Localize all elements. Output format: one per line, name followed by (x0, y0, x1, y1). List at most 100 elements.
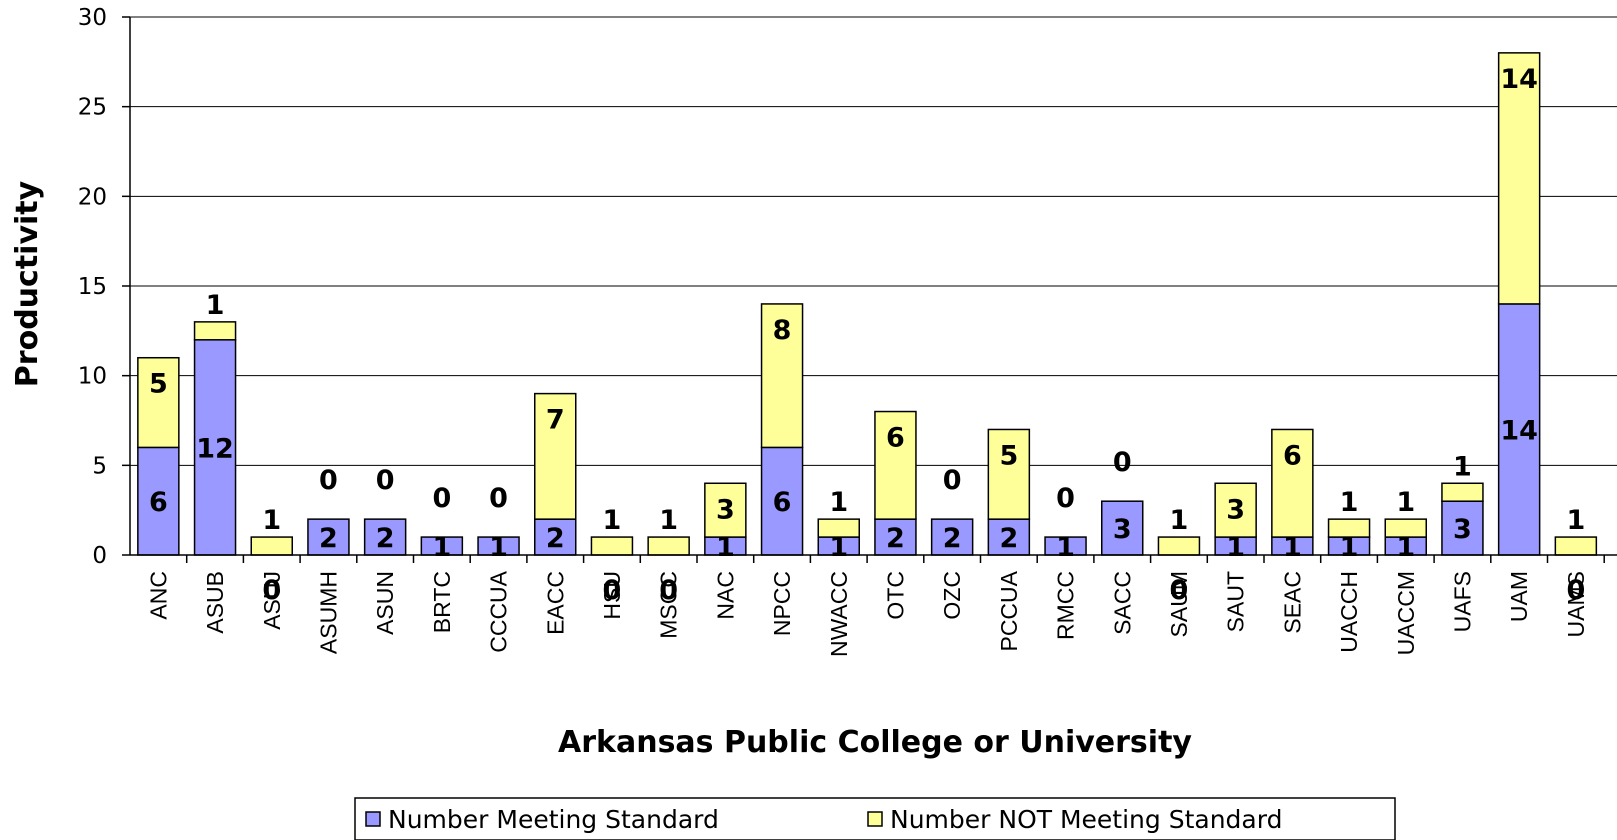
bar-meeting-SACC (1101, 500, 1144, 556)
bar-not-meeting-ASUJ (250, 536, 293, 556)
bar-not-meeting-SAUT (1214, 482, 1257, 538)
bar-not-meeting-HSU (590, 536, 634, 556)
data-label-not-meeting-MSCC: 1 (659, 505, 678, 536)
data-label-not-meeting-ANC: 5 (149, 369, 168, 400)
data-label-meeting-RMCC: 1 (1056, 532, 1075, 563)
data-label-not-meeting-NWACC: 1 (829, 487, 848, 518)
y-tick-label: 10 (78, 364, 107, 390)
bar-not-meeting-OTC (874, 410, 917, 520)
axes (122, 16, 1617, 563)
data-label-meeting-HSU: 0 (603, 575, 622, 606)
x-tick-label-ASUN: ASUN (372, 571, 398, 635)
bar-not-meeting-ASUB (193, 321, 237, 341)
x-tick-labels: ANC ASUB ASUJ ASUMH ASUN BRTC CCCUA EACC HSU MSCC… (145, 570, 1589, 657)
bar-not-meeting-EACC (534, 392, 577, 520)
data-label-not-meeting-HSU: 1 (603, 505, 622, 536)
y-tick-labels: 0 5 10 15 20 25 30 (78, 5, 107, 569)
x-tick-label-NPCC: NPCC (769, 571, 795, 636)
x-tick-label-SAUT: SAUT (1223, 571, 1249, 632)
bar-not-meeting-ANC (137, 356, 180, 449)
data-label-not-meeting-RMCC: 0 (1056, 483, 1075, 514)
data-label-meeting-SEAC: 1 (1283, 532, 1302, 563)
data-label-meeting-ASUMH: 2 (319, 523, 338, 554)
legend: Number Meeting Standard Number NOT Meeti… (354, 797, 1396, 840)
x-tick-label-EACC: EACC (542, 571, 568, 635)
data-label-meeting-ASUN: 2 (376, 523, 395, 554)
data-label-meeting-BRTC: 1 (432, 532, 451, 563)
data-label-not-meeting-ASUN: 0 (376, 465, 395, 496)
data-label-meeting-OTC: 2 (886, 523, 905, 554)
legend-label-not-meeting: Number NOT Meeting Standard (890, 805, 1282, 834)
data-label-not-meeting-ASUB: 1 (206, 290, 225, 321)
data-label-not-meeting-ASUMH: 0 (319, 465, 338, 496)
x-tick-label-BRTC: BRTC (429, 571, 455, 633)
bar-not-meeting-UAMS (1554, 536, 1598, 556)
bar-not-meeting-NPCC (760, 303, 804, 449)
data-label-meeting-NPCC: 6 (773, 487, 792, 518)
x-tick-label-ASUB: ASUB (202, 571, 228, 634)
y-tick-label: 30 (78, 5, 107, 31)
y-tick-label: 25 (78, 95, 107, 121)
legend-swatch-not-meeting (867, 811, 883, 827)
y-tick-label: 15 (78, 274, 107, 300)
data-label-meeting-EACC: 2 (546, 523, 565, 554)
data-label-not-meeting-SACC: 0 (1113, 447, 1132, 478)
bar-meeting-UAFS (1441, 500, 1484, 556)
data-label-meeting-CCCUA: 1 (489, 532, 508, 563)
data-label-meeting-ASUJ: 0 (262, 575, 281, 606)
x-tick-label-SACC: SACC (1109, 571, 1135, 635)
x-tick-label-CCCUA: CCCUA (486, 570, 512, 652)
data-label-not-meeting-UAM: 14 (1500, 64, 1538, 95)
bar-not-meeting-UAM (1497, 52, 1541, 305)
bar-not-meeting-SAUM (1157, 536, 1201, 556)
data-label-meeting-NWACC: 1 (829, 532, 848, 563)
data-label-not-meeting-OTC: 6 (886, 423, 905, 454)
x-axis-title: Arkansas Public College or University (558, 725, 1192, 760)
data-label-meeting-UAMS: 0 (1566, 575, 1585, 606)
x-tick-label-SEAC: SEAC (1279, 571, 1305, 634)
x-tick-label-NAC: NAC (712, 571, 738, 620)
x-tick-label-OTC: OTC (882, 571, 908, 620)
x-tick-label-SAUM: SAUM (1166, 571, 1192, 637)
bar-not-meeting-PCCUA (987, 428, 1031, 520)
x-tick-label-HSU: HSU (599, 571, 625, 620)
data-label-meeting-SACC: 3 (1113, 514, 1132, 545)
bar-meeting-UAM (1497, 303, 1541, 556)
x-tick-label-ASUJ: ASUJ (259, 571, 285, 630)
bar-meeting-ASUB (193, 339, 237, 556)
bar-not-meeting-UACCH (1327, 518, 1371, 538)
data-label-not-meeting-NPCC: 8 (773, 315, 792, 346)
bar-meeting-ASUN (363, 518, 407, 556)
data-label-meeting-UAFS: 3 (1453, 514, 1472, 545)
y-tick-label: 0 (92, 543, 107, 569)
data-label-not-meeting-BRTC: 0 (432, 483, 451, 514)
data-label-meeting-ANC: 6 (149, 487, 168, 518)
data-label-not-meeting-SAUT: 3 (1226, 494, 1245, 525)
y-tick-label: 20 (78, 184, 107, 210)
data-label-meeting-UAM: 14 (1500, 415, 1538, 446)
y-axis-title: Productivity (10, 180, 45, 387)
data-label-not-meeting-UAMS: 1 (1566, 505, 1585, 536)
x-tick-label-UAMS: UAMS (1563, 571, 1589, 637)
x-tick-label-ANC: ANC (145, 571, 171, 620)
data-label-not-meeting-OZC: 0 (943, 465, 962, 496)
data-label-not-meeting-EACC: 7 (546, 405, 565, 436)
bar-not-meeting-MSCC (647, 536, 690, 556)
bar-not-meeting-NWACC (817, 518, 860, 538)
data-label-meeting-UACCH: 1 (1340, 532, 1359, 563)
bar-not-meeting-SEAC (1271, 428, 1314, 538)
legend-swatch-meeting (365, 811, 381, 827)
data-label-not-meeting-SEAC: 6 (1283, 440, 1302, 471)
data-label-not-meeting-NAC: 3 (716, 494, 735, 525)
data-label-not-meeting-UACCH: 1 (1340, 487, 1359, 518)
x-tick-label-RMCC: RMCC (1053, 571, 1079, 640)
data-label-not-meeting-UACCM: 1 (1396, 487, 1415, 518)
x-tick-label-UAM: UAM (1506, 571, 1532, 622)
data-label-meeting-SAUM: 0 (1170, 575, 1189, 606)
data-label-not-meeting-SAUM: 1 (1170, 505, 1189, 536)
data-label-meeting-OZC: 2 (943, 523, 962, 554)
data-label-meeting-PCCUA: 2 (999, 523, 1018, 554)
gridlines (130, 16, 1617, 466)
